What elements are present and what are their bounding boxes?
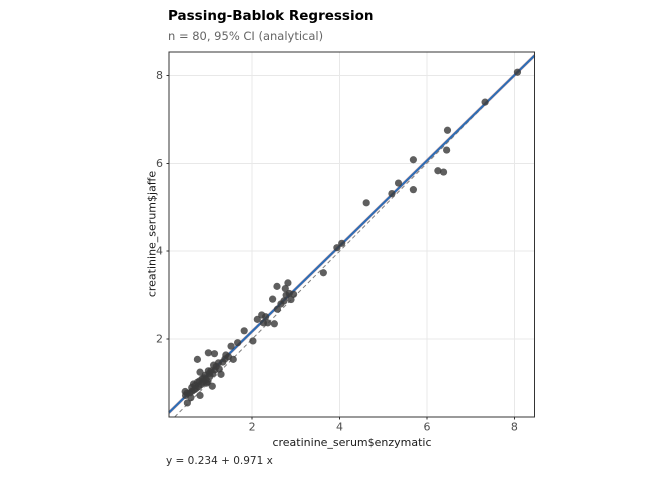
equation-caption: y = 0.234 + 0.971 x bbox=[166, 455, 273, 467]
data-point bbox=[262, 313, 270, 321]
data-point bbox=[362, 199, 370, 207]
data-point bbox=[319, 269, 327, 277]
data-point bbox=[273, 282, 281, 290]
data-point bbox=[280, 297, 288, 305]
data-point bbox=[209, 369, 217, 378]
data-point bbox=[281, 284, 289, 293]
y-tick-label: 2 bbox=[156, 333, 163, 346]
y-tick-label: 4 bbox=[156, 245, 163, 258]
data-point bbox=[253, 315, 261, 323]
panel-border bbox=[168, 51, 535, 418]
data-point bbox=[193, 355, 202, 363]
data-point bbox=[284, 279, 292, 287]
data-point bbox=[388, 190, 396, 198]
data-point bbox=[196, 391, 204, 400]
data-point bbox=[409, 156, 417, 164]
data-point bbox=[394, 179, 403, 187]
data-point bbox=[481, 98, 489, 106]
data-point bbox=[443, 126, 452, 134]
data-point bbox=[439, 168, 448, 176]
x-tick-label: 4 bbox=[336, 421, 343, 434]
data-point bbox=[290, 290, 298, 298]
data-point bbox=[210, 350, 219, 358]
data-point bbox=[227, 342, 235, 350]
data-point bbox=[208, 382, 216, 390]
chart-subtitle: n = 80, 95% CI (analytical) bbox=[168, 29, 324, 43]
data-point bbox=[249, 337, 257, 345]
data-point bbox=[443, 146, 451, 154]
data-point bbox=[333, 244, 341, 252]
data-point bbox=[234, 339, 242, 347]
data-point bbox=[513, 68, 522, 76]
data-point bbox=[202, 376, 210, 384]
data-point bbox=[264, 319, 272, 327]
data-point bbox=[221, 355, 229, 363]
y-tick-label: 8 bbox=[156, 69, 163, 82]
data-point bbox=[215, 365, 223, 373]
data-point bbox=[183, 399, 191, 407]
x-tick-label: 6 bbox=[423, 421, 430, 434]
y-tick-label: 6 bbox=[156, 157, 163, 170]
data-point bbox=[229, 355, 237, 363]
x-tick-label: 2 bbox=[249, 421, 256, 434]
data-point bbox=[409, 186, 417, 194]
data-point bbox=[196, 368, 204, 376]
data-point bbox=[434, 167, 442, 175]
x-axis-title: creatinine_serum$enzymatic bbox=[272, 436, 432, 449]
data-point bbox=[270, 320, 278, 328]
data-point bbox=[269, 295, 277, 303]
data-point bbox=[273, 305, 282, 313]
chart-title: Passing-Bablok Regression bbox=[168, 8, 374, 24]
data-point bbox=[204, 349, 212, 357]
x-tick-label: 8 bbox=[511, 421, 518, 434]
y-axis-title: creatinine_serum$jaffe bbox=[145, 170, 159, 298]
fit-line bbox=[168, 54, 536, 414]
data-point bbox=[338, 239, 346, 247]
data-point bbox=[240, 327, 248, 335]
